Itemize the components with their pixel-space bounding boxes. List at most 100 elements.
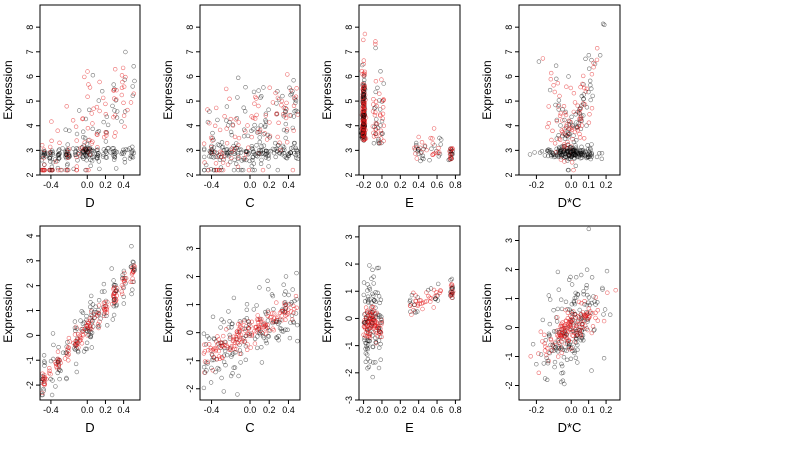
data-point	[240, 167, 246, 173]
data-point	[88, 293, 94, 299]
data-point	[547, 87, 553, 93]
data-point	[419, 140, 425, 145]
data-point	[63, 167, 69, 173]
data-point	[259, 330, 264, 335]
data-point	[251, 127, 256, 132]
y-tick-label: 4	[25, 123, 35, 128]
data-point	[89, 318, 95, 323]
data-point	[87, 85, 93, 90]
point-cloud	[361, 263, 456, 380]
data-point	[411, 290, 416, 295]
data-point	[273, 154, 278, 160]
x-tick-label: 0.8	[449, 405, 462, 415]
data-point	[575, 360, 580, 365]
data-point	[72, 325, 78, 331]
data-point	[605, 290, 610, 295]
data-point	[232, 147, 237, 152]
data-point	[586, 226, 591, 232]
data-point	[132, 78, 137, 84]
data-point	[409, 292, 415, 298]
data-point	[252, 336, 258, 341]
data-point	[55, 370, 60, 376]
data-point	[564, 84, 569, 89]
y-tick-label: 5	[25, 99, 35, 104]
data-point	[256, 103, 261, 109]
data-point	[97, 166, 102, 172]
data-point	[277, 140, 282, 145]
data-point	[112, 283, 117, 288]
data-point	[111, 82, 116, 87]
data-point	[547, 297, 553, 302]
data-point	[104, 130, 109, 135]
plot-frame	[39, 225, 141, 401]
data-point	[587, 112, 592, 117]
data-point	[557, 93, 562, 99]
data-point	[562, 334, 567, 340]
data-point	[101, 152, 106, 157]
data-point	[214, 105, 219, 111]
data-point	[613, 288, 618, 293]
data-point	[373, 39, 378, 44]
y-tick-label: -1	[185, 357, 195, 365]
data-point	[263, 311, 269, 317]
data-point	[85, 125, 91, 131]
x-axis-label: C	[245, 420, 254, 435]
data-point	[112, 66, 118, 72]
data-point	[570, 328, 575, 334]
data-point	[50, 160, 56, 165]
data-point	[577, 131, 582, 137]
y-axis-label: Expression	[480, 60, 494, 119]
data-point	[201, 385, 207, 391]
data-point	[80, 150, 86, 155]
data-point	[80, 329, 86, 334]
data-point	[583, 56, 588, 61]
data-point	[564, 122, 569, 127]
data-point	[430, 136, 435, 141]
data-point	[579, 322, 585, 327]
y-tick-label: 4	[185, 123, 195, 128]
data-point	[84, 346, 90, 352]
data-point	[111, 146, 116, 151]
data-point	[233, 117, 238, 122]
data-point	[381, 105, 386, 110]
data-point	[545, 358, 550, 364]
data-point	[566, 74, 571, 79]
data-point	[103, 139, 109, 144]
data-point	[65, 152, 70, 157]
data-point	[254, 329, 259, 334]
x-tick-label: 0.2	[99, 180, 112, 190]
data-point	[580, 73, 586, 79]
y-tick-label: -2	[185, 385, 195, 393]
x-tick-label: 0.6	[431, 180, 444, 190]
data-point	[578, 106, 583, 112]
data-point	[291, 78, 296, 83]
data-point	[259, 151, 264, 157]
data-point	[362, 337, 367, 343]
data-point	[213, 161, 219, 166]
data-point	[87, 146, 92, 152]
data-point	[602, 22, 607, 27]
data-point	[373, 105, 378, 110]
data-point	[113, 166, 119, 171]
data-point	[247, 158, 252, 164]
data-point	[282, 300, 288, 305]
data-point	[231, 151, 236, 156]
data-point	[228, 334, 233, 340]
data-point	[90, 126, 95, 132]
data-point	[365, 366, 370, 371]
data-point	[431, 126, 437, 131]
data-point	[265, 278, 270, 283]
x-axis-label: E	[405, 195, 414, 210]
data-point	[359, 68, 365, 74]
data-point	[276, 142, 281, 148]
data-point	[361, 324, 367, 329]
data-point	[530, 342, 536, 347]
y-tick-label: 2	[25, 283, 35, 288]
data-point	[73, 152, 79, 158]
data-point	[416, 134, 421, 140]
data-point	[567, 119, 572, 124]
data-point	[119, 92, 125, 98]
data-point	[546, 333, 552, 339]
data-point	[577, 307, 582, 313]
data-point	[265, 153, 270, 159]
